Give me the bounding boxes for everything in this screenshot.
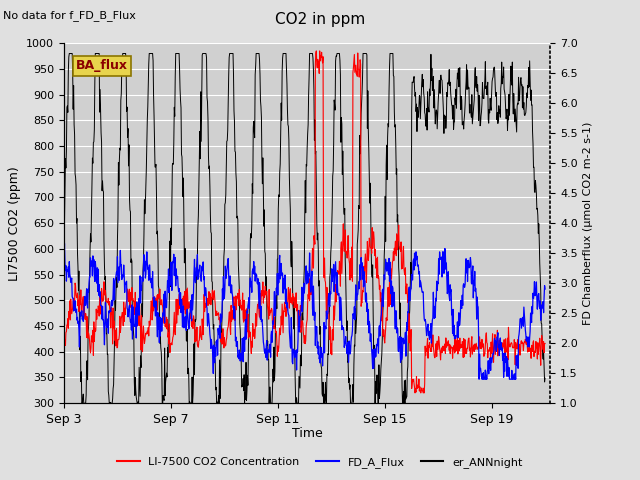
Text: CO2 in ppm: CO2 in ppm [275, 12, 365, 27]
Legend: LI-7500 CO2 Concentration, FD_A_Flux, er_ANNnight: LI-7500 CO2 Concentration, FD_A_Flux, er… [113, 452, 527, 472]
Text: No data for f_FD_B_Flux: No data for f_FD_B_Flux [3, 11, 136, 22]
X-axis label: Time: Time [292, 427, 323, 440]
Y-axis label: FD Chamberflux (μmol CO2 m-2 s-1): FD Chamberflux (μmol CO2 m-2 s-1) [584, 121, 593, 325]
Text: BA_flux: BA_flux [76, 60, 128, 72]
Y-axis label: LI7500 CO2 (ppm): LI7500 CO2 (ppm) [8, 166, 20, 281]
